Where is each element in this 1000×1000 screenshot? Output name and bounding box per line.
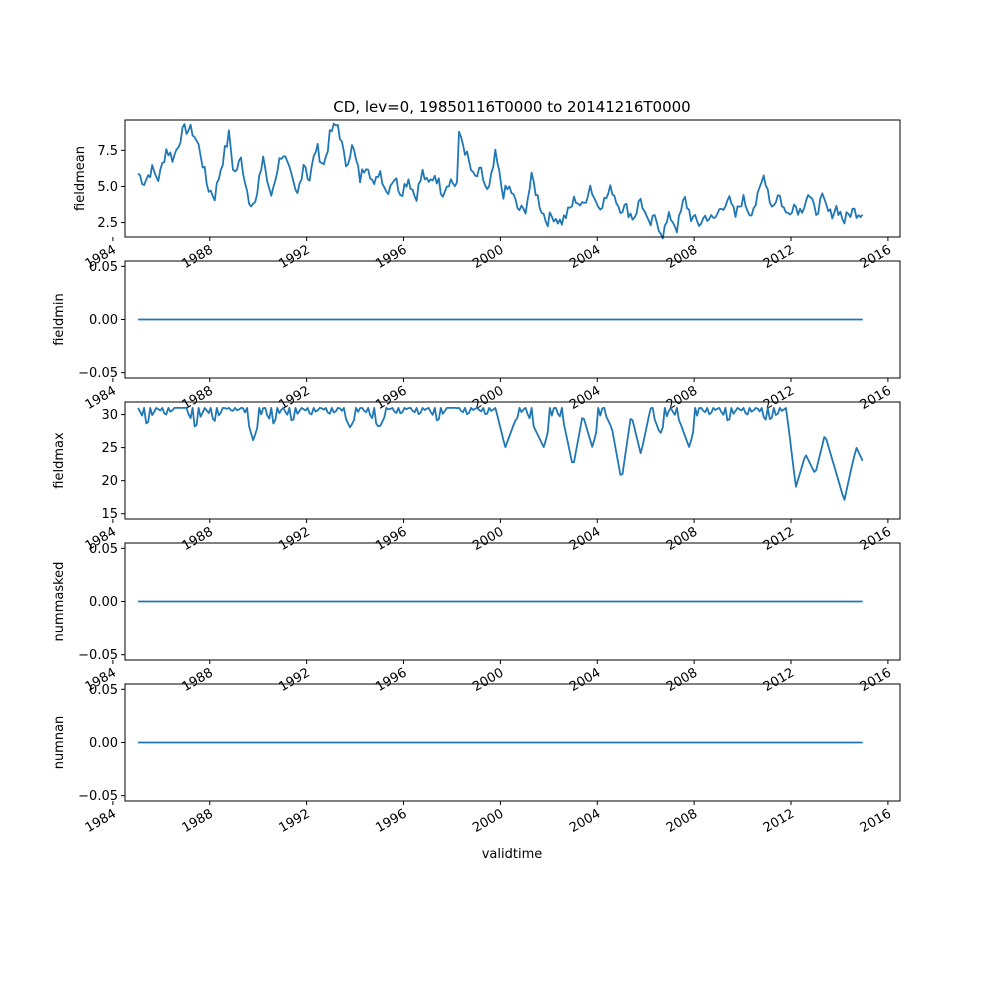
x-tick-label: 1996 (373, 665, 409, 695)
x-axis-label: validtime (482, 847, 543, 862)
x-tick-label: 2000 (470, 524, 506, 554)
x-tick-label: 1984 (83, 806, 119, 836)
x-tick-label: 2000 (470, 242, 506, 272)
y-tick-label: −0.05 (78, 789, 118, 804)
axes-frame (124, 401, 901, 520)
y-axis-label: fieldmin (52, 293, 67, 346)
x-tick-label: 1996 (373, 806, 409, 836)
series-line-fieldmax (137, 407, 864, 501)
x-tick-label: 2000 (470, 665, 506, 695)
x-tick-label: 2008 (664, 242, 700, 272)
x-tick-label: 1988 (180, 806, 216, 836)
x-tick-label: 2012 (761, 665, 797, 695)
y-tick-label: 0.05 (89, 683, 118, 698)
x-tick-label: 2016 (858, 806, 894, 836)
subplot-numnan: −0.05 0.00 0.05 numnan 1984 1988 1992 1996 2000 2… (52, 683, 901, 836)
y-tick-label: 0.00 (89, 595, 118, 610)
x-tick-label: 1992 (276, 524, 312, 554)
y-axis-label: fieldmean (73, 146, 88, 211)
x-tick-label: 1988 (180, 242, 216, 272)
x-tick-label: 2012 (761, 524, 797, 554)
x-tick-label: 2008 (664, 665, 700, 695)
x-tick-label: 2012 (761, 242, 797, 272)
y-tick-label: 2.5 (97, 216, 118, 231)
y-tick-label: 30 (101, 408, 118, 423)
x-tick-label: 2008 (664, 806, 700, 836)
y-tick-label: 25 (101, 441, 118, 456)
x-tick-label: 1992 (276, 806, 312, 836)
subplots-container: 2.5 5.0 7.5 fieldmean 1984 1988 1992 1996 2000 20… (52, 119, 901, 836)
x-tick-label: 1996 (373, 524, 409, 554)
x-tick-label: 2016 (858, 242, 894, 272)
y-tick-label: 0.00 (89, 736, 118, 751)
x-tick-label: 2016 (858, 383, 894, 413)
x-tick-label: 2004 (567, 665, 603, 695)
y-tick-label: 15 (101, 507, 118, 522)
x-tick-label: 2000 (470, 806, 506, 836)
y-tick-label: 7.5 (97, 144, 118, 159)
x-tick-label: 2004 (567, 806, 603, 836)
y-tick-label: 0.00 (89, 313, 118, 328)
x-tick-label: 1992 (276, 242, 312, 272)
x-tick-label: 1988 (180, 524, 216, 554)
y-tick-label: 0.05 (89, 542, 118, 557)
y-tick-label: 20 (101, 474, 118, 489)
x-tick-label: 2016 (858, 665, 894, 695)
y-axis-label: fieldmax (52, 432, 67, 489)
y-tick-label: −0.05 (78, 366, 118, 381)
series-line-fieldmean (137, 122, 864, 240)
y-tick-label: −0.05 (78, 648, 118, 663)
y-tick-label: 0.05 (89, 260, 118, 275)
x-tick-label: 2008 (664, 524, 700, 554)
x-tick-label: 1992 (276, 665, 312, 695)
x-tick-label: 2004 (567, 242, 603, 272)
x-tick-label: 2016 (858, 524, 894, 554)
axes-frame (124, 119, 901, 238)
y-axis-label: numnan (52, 716, 67, 770)
chart-title: CD, lev=0, 19850116T0000 to 20141216T000… (333, 98, 690, 116)
x-tick-label: 1996 (373, 242, 409, 272)
x-tick-label: 1988 (180, 665, 216, 695)
x-tick-label: 2004 (567, 524, 603, 554)
x-tick-label: 2012 (761, 806, 797, 836)
y-tick-label: 5.0 (97, 180, 118, 195)
y-axis-label: nummasked (52, 562, 67, 642)
